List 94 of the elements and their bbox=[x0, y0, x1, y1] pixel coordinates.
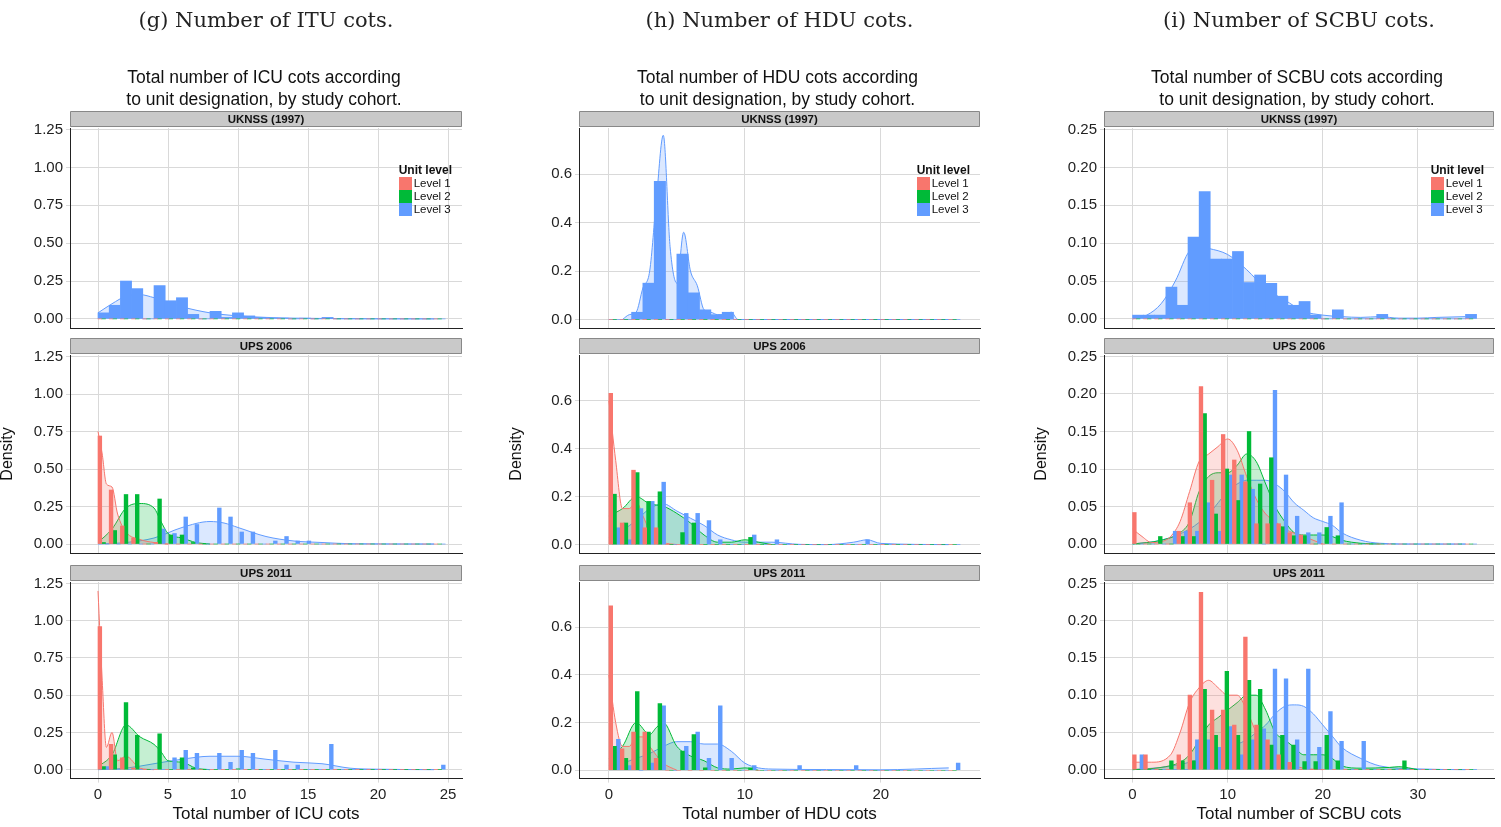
y-tick-label: 0.25 bbox=[1067, 119, 1097, 137]
y-tick-label: 1.00 bbox=[33, 157, 63, 175]
y-tick-label: 0.00 bbox=[33, 759, 63, 777]
y-axis-title: Density bbox=[0, 427, 16, 481]
legend-label: Level 3 bbox=[931, 203, 969, 215]
y-tick-label: 0.50 bbox=[33, 233, 63, 251]
y-axis-title: Density bbox=[1032, 427, 1050, 481]
y-tick-label: 0.15 bbox=[1067, 421, 1097, 439]
y-tick-label: 0.0 bbox=[551, 534, 572, 552]
y-tick-label: 0.05 bbox=[1067, 496, 1097, 514]
legend-label: Level 1 bbox=[1445, 177, 1483, 189]
y-tick-label: 0.00 bbox=[33, 534, 63, 552]
y-tick-label: 0.6 bbox=[551, 390, 572, 408]
x-axis-title: Total number of ICU cots bbox=[172, 804, 360, 824]
chart-title: Total number of ICU cots according to unit designation, by study cohort. bbox=[125, 66, 403, 110]
y-tick-label: 0.6 bbox=[551, 164, 572, 182]
y-tick-label: 0.4 bbox=[551, 665, 572, 683]
y-tick-label: 0.05 bbox=[1067, 271, 1097, 289]
y-tick-label: 0.15 bbox=[1067, 195, 1097, 213]
legend-label: Level 1 bbox=[413, 177, 451, 189]
chart-subtitle: UPS 2006 bbox=[239, 339, 293, 352]
y-axis-title: Density bbox=[507, 427, 525, 481]
legend-label: Level 3 bbox=[413, 203, 451, 215]
text: (i) Number of SCBU cots. bbox=[1162, 8, 1436, 32]
y-tick-label: 0.75 bbox=[33, 648, 63, 666]
y-tick-label: 0.4 bbox=[551, 438, 572, 456]
x-tick-label: 30 bbox=[1409, 784, 1427, 802]
legend-label: Level 2 bbox=[1445, 190, 1483, 202]
x-tick-label: 5 bbox=[163, 784, 173, 802]
y-tick-label: 0.10 bbox=[1067, 685, 1097, 703]
legend-title: Unit level bbox=[398, 163, 452, 177]
x-tick-label: 10 bbox=[1219, 784, 1236, 802]
y-tick-label: 0.75 bbox=[33, 195, 63, 213]
legend-label: Level 1 bbox=[931, 177, 969, 189]
y-tick-label: 1.25 bbox=[33, 573, 63, 591]
y-tick-label: 1.25 bbox=[33, 346, 63, 364]
y-tick-label: 0.00 bbox=[1067, 759, 1097, 777]
y-tick-label: 0.50 bbox=[33, 685, 63, 703]
legend-label: Level 2 bbox=[931, 190, 969, 202]
y-tick-label: 0.2 bbox=[551, 261, 572, 279]
chart-subtitle: UKNSS (1997) bbox=[741, 112, 819, 125]
chart-subtitle: UKNSS (1997) bbox=[1260, 112, 1338, 125]
y-tick-label: 1.00 bbox=[33, 384, 63, 402]
legend-label: Level 3 bbox=[1445, 203, 1483, 215]
y-tick-label: 0.10 bbox=[1067, 459, 1097, 477]
chart-subtitle: UPS 2006 bbox=[1272, 339, 1326, 352]
chart-subtitle: UPS 2011 bbox=[240, 566, 293, 579]
x-tick-label: 15 bbox=[299, 784, 317, 802]
x-axis-title: Total number of SCBU cots bbox=[1196, 804, 1402, 824]
x-tick-label: 0 bbox=[1128, 784, 1137, 802]
y-tick-label: 0.2 bbox=[551, 486, 572, 504]
y-tick-label: 0.15 bbox=[1067, 648, 1097, 666]
chart-subtitle: UKNSS (1997) bbox=[227, 112, 305, 125]
x-tick-label: 20 bbox=[1314, 784, 1332, 802]
chart-title: Total number of HDU cots according to unit designation, by study cohort. bbox=[635, 66, 920, 110]
y-tick-label: 0.20 bbox=[1067, 157, 1097, 175]
x-tick-label: 20 bbox=[369, 784, 387, 802]
y-tick-label: 0.0 bbox=[551, 309, 572, 327]
y-tick-label: 1.25 bbox=[33, 119, 63, 137]
y-tick-label: 0.25 bbox=[1067, 346, 1097, 364]
y-tick-label: 0.25 bbox=[33, 496, 63, 514]
y-tick-label: 0.2 bbox=[551, 712, 572, 730]
x-tick-label: 20 bbox=[872, 784, 890, 802]
y-tick-label: 0.00 bbox=[33, 309, 63, 327]
legend-title: Unit level bbox=[1430, 163, 1484, 177]
y-tick-label: 0.25 bbox=[33, 271, 63, 289]
y-tick-label: 0.6 bbox=[551, 617, 572, 635]
y-tick-label: 0.50 bbox=[33, 459, 63, 477]
chart-subtitle: UPS 2006 bbox=[753, 339, 806, 352]
chart-subtitle: UPS 2011 bbox=[753, 566, 806, 579]
x-axis-title: Total number of HDU cots bbox=[682, 804, 877, 824]
chart-subtitle: UPS 2011 bbox=[1273, 566, 1326, 579]
x-tick-label: 0 bbox=[93, 784, 103, 802]
legend-label: Level 2 bbox=[413, 190, 451, 202]
text: (g) Number of ITU cots. bbox=[137, 8, 395, 32]
chart-title: Total number of SCBU cots according to unit designation, by study cohort. bbox=[1150, 66, 1444, 110]
y-tick-label: 0.25 bbox=[1067, 573, 1097, 591]
x-tick-label: 0 bbox=[604, 784, 614, 802]
y-tick-label: 0.4 bbox=[551, 212, 572, 230]
y-tick-label: 1.00 bbox=[33, 610, 63, 628]
y-tick-label: 0.00 bbox=[1067, 309, 1097, 327]
y-tick-label: 0.05 bbox=[1067, 722, 1097, 740]
x-tick-label: 25 bbox=[439, 784, 457, 802]
y-tick-label: 0.20 bbox=[1067, 384, 1097, 402]
legend-title: Unit level bbox=[916, 163, 970, 177]
x-tick-label: 10 bbox=[229, 784, 247, 802]
y-tick-label: 0.25 bbox=[33, 722, 63, 740]
x-tick-label: 10 bbox=[736, 784, 754, 802]
y-tick-label: 0.20 bbox=[1067, 610, 1097, 628]
text: (h) Number of HDU cots. bbox=[644, 8, 915, 32]
y-tick-label: 0.0 bbox=[551, 760, 572, 778]
y-tick-label: 0.00 bbox=[1067, 534, 1097, 552]
y-tick-label: 0.75 bbox=[33, 421, 63, 439]
y-tick-label: 0.10 bbox=[1067, 233, 1097, 251]
